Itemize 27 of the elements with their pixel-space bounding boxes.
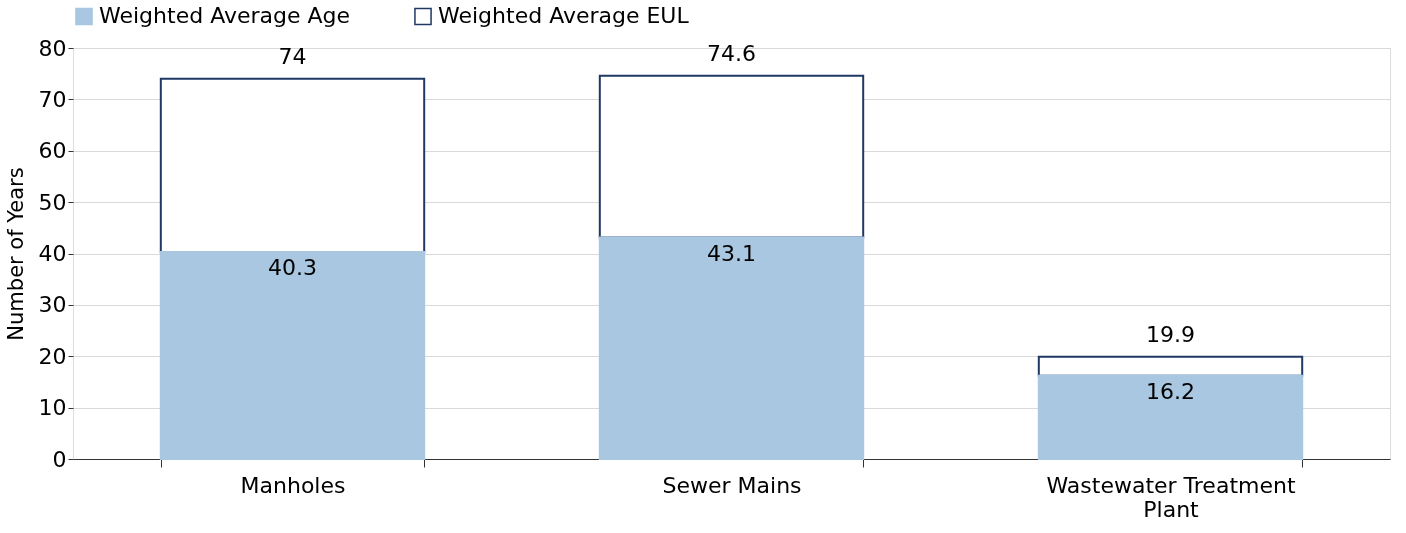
x-tick-label: Sewer Mains xyxy=(662,472,802,498)
data-label: 43.1 xyxy=(707,240,756,266)
y-tick-label: 60 xyxy=(38,138,67,164)
data-label: 40.3 xyxy=(268,254,317,280)
y-axis-title: Number of Years xyxy=(3,167,28,341)
total-label: 74.6 xyxy=(707,40,756,66)
bar xyxy=(159,250,426,460)
y-tick-label: 50 xyxy=(38,189,67,215)
x-tick-label: Wastewater Treatment Plant xyxy=(1046,472,1296,522)
y-tick-label: 40 xyxy=(38,241,67,266)
bar xyxy=(598,74,865,239)
bar xyxy=(1037,374,1304,460)
y-tick-label: 30 xyxy=(38,292,67,318)
bar xyxy=(159,77,426,253)
bar xyxy=(598,236,865,460)
y-tick-label: 20 xyxy=(38,343,67,369)
total-label: 19.9 xyxy=(1146,321,1195,347)
total-label: 74 xyxy=(278,43,307,69)
legend-label: Weighted Average EUL xyxy=(438,3,690,29)
y-tick-label: 10 xyxy=(38,395,67,421)
data-label: 16.2 xyxy=(1146,378,1195,404)
x-tick-label: Manholes xyxy=(240,472,346,498)
bar xyxy=(1037,355,1304,377)
legend-label: Weighted Average Age xyxy=(99,3,351,29)
y-tick-label: 80 xyxy=(38,35,67,61)
y-tick-label: 70 xyxy=(38,86,67,112)
y-tick-label: 0 xyxy=(52,446,67,472)
